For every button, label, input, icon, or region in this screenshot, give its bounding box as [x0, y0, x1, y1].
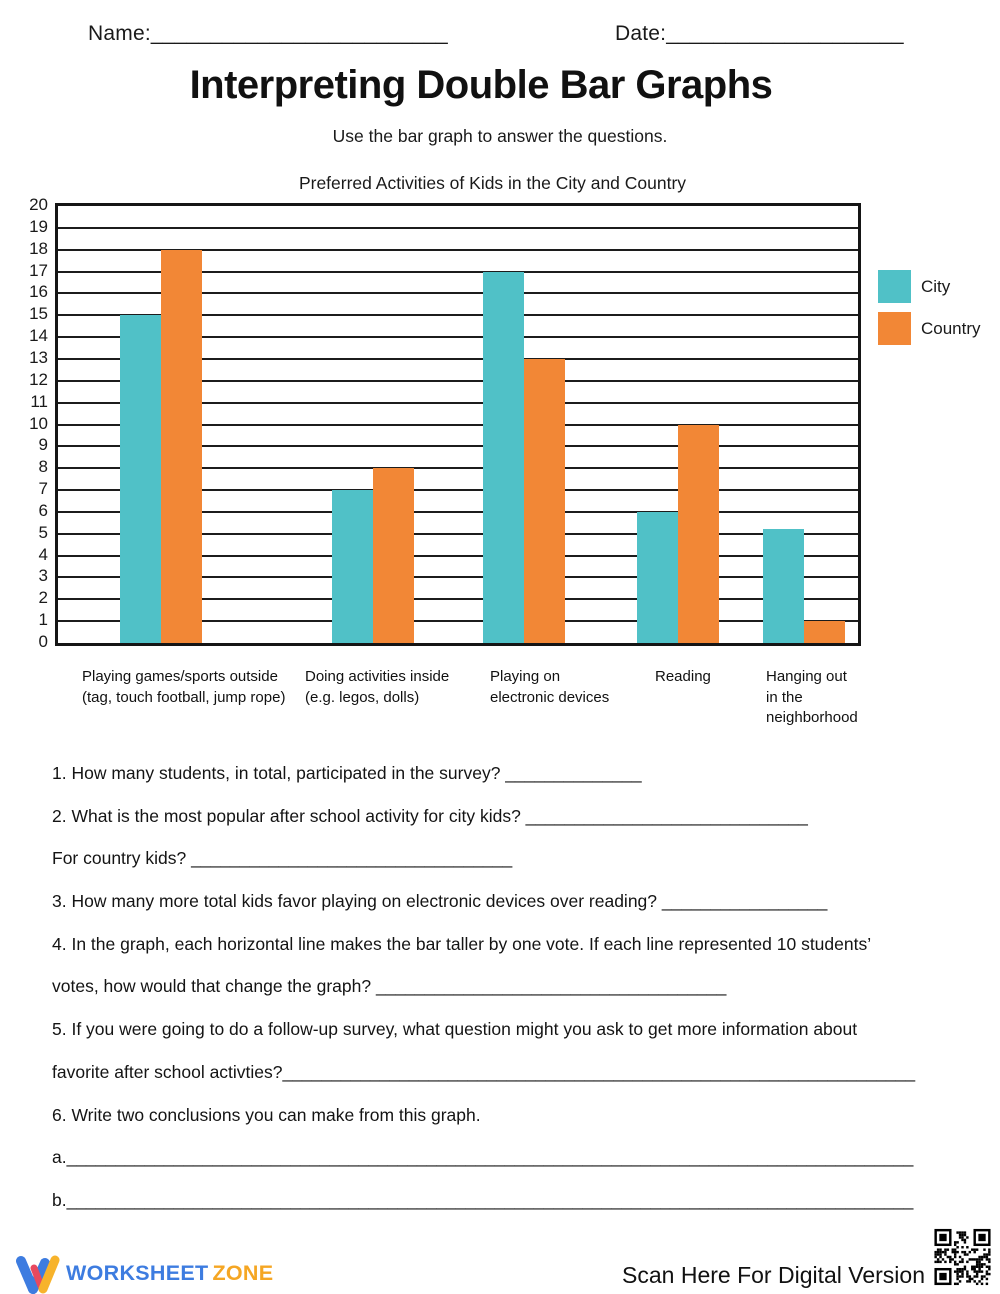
- gridline: [58, 314, 858, 317]
- brand-text-zone: ZONE: [212, 1260, 274, 1285]
- y-axis-tick-label: 18: [29, 238, 48, 258]
- bar-country-4: [804, 621, 845, 643]
- question-5b: favorite after school activties?________…: [52, 1061, 916, 1082]
- y-axis-tick-label: 12: [29, 369, 48, 389]
- question-5: 5. If you were going to do a follow-up s…: [52, 1019, 858, 1040]
- y-axis-tick-label: 5: [38, 522, 48, 542]
- gridline: [58, 423, 858, 426]
- bar-country-3: [678, 424, 719, 643]
- gridline: [58, 554, 858, 557]
- x-axis-category-label: Doing activities inside (e.g. legos, doll…: [305, 668, 450, 706]
- x-axis-category-label: Reading: [655, 668, 711, 685]
- answer-line-b: b.______________________________________…: [52, 1189, 914, 1210]
- y-axis-tick-label: 0: [38, 632, 48, 651]
- y-axis-tick-label: 17: [29, 260, 48, 280]
- gridline: [58, 357, 858, 360]
- answer-line-a: a.______________________________________…: [52, 1147, 914, 1168]
- bar-city-2: [483, 271, 524, 643]
- legend-entry-country: Country: [878, 312, 981, 345]
- chart-title: Preferred Activities of Kids in the City…: [298, 173, 687, 193]
- y-axis-tick-label: 16: [29, 282, 48, 302]
- bar-country-1: [373, 468, 414, 643]
- gridline: [58, 226, 858, 229]
- gridline: [58, 445, 858, 448]
- gridline: [58, 248, 858, 251]
- chart-legend: City Country: [878, 270, 981, 354]
- y-axis-tick-label: 11: [30, 391, 48, 411]
- y-axis-tick-label: 3: [38, 566, 48, 586]
- bar-city-3: [637, 511, 678, 643]
- y-axis-tick-label: 2: [38, 588, 48, 608]
- bar-country-0: [161, 249, 202, 643]
- brand-logo[interactable]: WORKSHEET ZONE: [14, 1252, 273, 1294]
- date-field: Date:____________________: [615, 22, 904, 45]
- y-axis-tick-label: 7: [38, 479, 48, 499]
- gridline: [58, 401, 858, 404]
- legend-swatch-city: [878, 270, 911, 303]
- question-1: 1. How many students, in total, particip…: [52, 763, 642, 783]
- y-axis-tick-label: 1: [38, 610, 48, 630]
- gridline: [58, 532, 858, 535]
- question-4: 4. In the graph, each horizontal line ma…: [52, 933, 872, 954]
- logo-w-icon: [16, 1255, 60, 1294]
- y-axis-tick-label: 8: [38, 457, 48, 477]
- legend-label-country: Country: [921, 318, 981, 338]
- question-2b: For country kids? ______________________…: [52, 848, 513, 869]
- x-axis-category-label: Playing games/sports outside (tag, touch …: [82, 668, 286, 706]
- question-2: 2. What is the most popular after school…: [52, 805, 808, 826]
- gridline: [58, 620, 858, 623]
- gridline: [58, 336, 858, 339]
- chart-plot: [55, 203, 861, 646]
- qr-code-icon: [932, 1225, 993, 1289]
- legend-entry-city: City: [878, 270, 981, 303]
- questions-section: 1. How many students, in total, particip…: [52, 752, 972, 1222]
- scan-here-text: Scan Here For Digital Version: [622, 1262, 925, 1288]
- page-subtitle: Use the bar graph to answer the question…: [332, 126, 668, 146]
- gridline: [58, 489, 858, 492]
- y-axis-tick-label: 6: [38, 500, 48, 520]
- bar-city-1: [332, 490, 373, 643]
- gridline: [58, 292, 858, 295]
- gridline: [58, 270, 858, 273]
- gridline: [58, 598, 858, 601]
- y-axis-tick-label: 9: [38, 435, 48, 455]
- bar-city-0: [120, 315, 161, 643]
- question-6: 6. Write two conclusions you can make fr…: [52, 1104, 481, 1125]
- bar-city-4: [763, 529, 804, 643]
- bar-country-2: [524, 358, 565, 643]
- brand-text-worksheet: WORKSHEET: [66, 1260, 209, 1285]
- y-axis-tick-label: 10: [29, 413, 48, 433]
- x-axis-category-label: Playing on electronic devices: [490, 668, 610, 706]
- y-axis-tick-label: 14: [29, 326, 48, 346]
- gridline: [58, 467, 858, 470]
- question-4b: votes, how would that change the graph? …: [52, 976, 727, 997]
- gridline: [58, 510, 858, 513]
- y-axis-tick-label: 15: [29, 304, 48, 324]
- legend-label-city: City: [921, 276, 951, 296]
- y-axis-tick-label: 19: [29, 216, 48, 236]
- gridline: [58, 576, 858, 579]
- question-3: 3. How many more total kids favor playin…: [52, 891, 828, 912]
- y-axis-tick-label: 4: [38, 544, 48, 564]
- y-axis-tick-label: 20: [29, 195, 48, 214]
- x-axis-category-label: Hanging out in the neighborhood: [766, 668, 858, 726]
- name-field: Name:_________________________: [88, 22, 448, 45]
- legend-swatch-country: [878, 312, 911, 345]
- gridline: [58, 379, 858, 382]
- y-axis-tick-label: 13: [29, 347, 48, 367]
- page-title: Interpreting Double Bar Graphs: [189, 63, 773, 107]
